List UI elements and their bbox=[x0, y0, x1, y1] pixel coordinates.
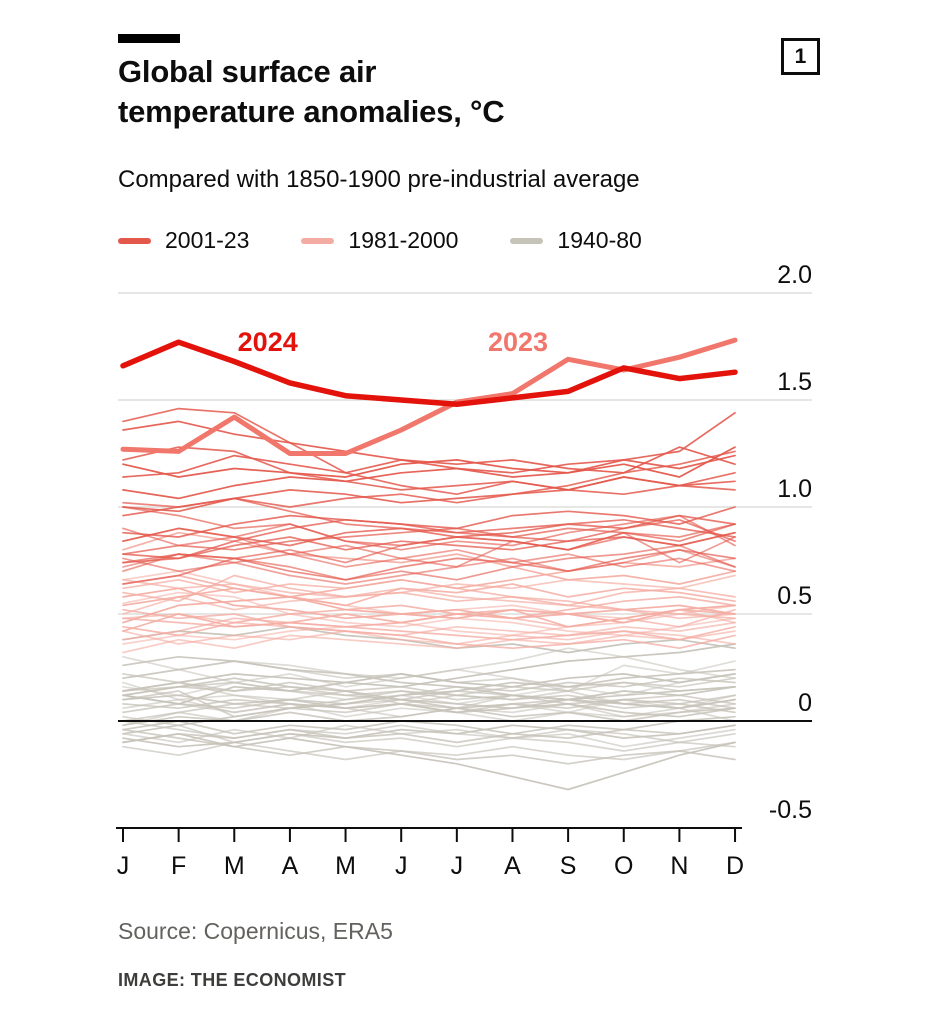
y-tick-label: 2.0 bbox=[777, 261, 812, 289]
series-line-2001-23 bbox=[122, 548, 736, 585]
series-line-1981-2000 bbox=[122, 617, 736, 641]
title-line-2: temperature anomalies, °C bbox=[118, 94, 505, 130]
series-line-1940-80 bbox=[122, 668, 736, 735]
series-line-2001-23 bbox=[122, 518, 736, 560]
highlight-line-2024 bbox=[120, 339, 738, 408]
series-line-1940-80 bbox=[122, 724, 736, 744]
series-line-1940-80 bbox=[122, 673, 736, 692]
line-label-2024: 2024 bbox=[238, 327, 298, 357]
series-line-1981-2000 bbox=[122, 608, 736, 632]
series-line-2001-23 bbox=[122, 454, 736, 500]
series-line-2001-23 bbox=[122, 476, 736, 513]
x-tick-label: O bbox=[614, 852, 633, 880]
y-tick-label: 0.5 bbox=[777, 582, 812, 610]
series-line-2001-23 bbox=[122, 514, 736, 547]
series-line-1940-80 bbox=[122, 715, 736, 735]
series-line-2001-23 bbox=[122, 514, 736, 551]
y-tick-label: 0 bbox=[798, 689, 812, 717]
x-tick-label: J bbox=[117, 852, 130, 880]
series-line-1981-2000 bbox=[122, 608, 736, 650]
x-tick-label: J bbox=[395, 852, 408, 880]
x-tick-label: M bbox=[224, 852, 245, 880]
series-line-1940-80 bbox=[122, 647, 736, 680]
series-line-1940-80 bbox=[122, 625, 736, 654]
x-tick-label: S bbox=[560, 852, 577, 880]
series-line-1940-80 bbox=[122, 655, 736, 710]
legend-swatch-2001-23 bbox=[118, 237, 151, 244]
series-line-2001-23 bbox=[122, 446, 736, 478]
series-line-1940-80 bbox=[122, 690, 736, 718]
series-line-1981-2000 bbox=[122, 574, 736, 607]
series-line-1940-80 bbox=[122, 732, 736, 791]
line-label-2023: 2023 bbox=[488, 327, 548, 357]
series-line-2001-23 bbox=[122, 407, 736, 496]
x-tick-label: A bbox=[282, 852, 299, 880]
legend-swatch-1981-2000 bbox=[301, 237, 335, 244]
series-line-1981-2000 bbox=[122, 557, 736, 607]
x-tick-label: N bbox=[670, 852, 688, 880]
economist-tag-bar bbox=[118, 34, 180, 43]
series-line-1981-2000 bbox=[122, 630, 736, 654]
legend-label-1940-80: 1940-80 bbox=[557, 227, 642, 253]
x-tick-label: F bbox=[171, 852, 186, 880]
y-tick-label: 1.0 bbox=[777, 475, 812, 503]
credit-text: IMAGE: THE ECONOMIST bbox=[118, 970, 346, 990]
page-title: Global surface air temperature anomalies… bbox=[118, 52, 505, 133]
series-line-1940-80 bbox=[122, 694, 736, 718]
series-line-1981-2000 bbox=[122, 574, 736, 615]
series-line-1940-80 bbox=[122, 715, 736, 752]
x-tick-label: D bbox=[726, 852, 744, 880]
chart-legend: 2001-23 1981-2000 1940-80 bbox=[118, 227, 642, 254]
series-line-1940-80 bbox=[122, 643, 736, 705]
series-line-1940-80 bbox=[122, 724, 736, 748]
x-tick-label: A bbox=[504, 852, 521, 880]
series-line-1981-2000 bbox=[122, 596, 736, 624]
source-text: Source: Copernicus, ERA5 bbox=[118, 918, 393, 944]
legend-swatch-1940-80 bbox=[510, 237, 544, 244]
series-line-1981-2000 bbox=[122, 531, 736, 585]
legend-item-1981-2000: 1981-2000 bbox=[301, 227, 458, 254]
series-line-2001-23 bbox=[122, 411, 736, 478]
legend-item-1940-80: 1940-80 bbox=[510, 227, 642, 254]
x-tick-label: M bbox=[335, 852, 356, 880]
series-line-2001-23 bbox=[122, 531, 736, 564]
series-line-1940-80 bbox=[122, 677, 736, 710]
y-tick-label: -0.5 bbox=[769, 796, 812, 824]
series-line-1940-80 bbox=[122, 681, 736, 705]
series-line-2001-23 bbox=[122, 506, 736, 538]
panel-number: 1 bbox=[794, 44, 807, 68]
legend-label-2001-23: 2001-23 bbox=[165, 227, 250, 253]
temperature-anomalies-chart: 2023 2024 2.0 1.5 1.0 0.5 0 -0.5 J F M A M J J A S O N D bbox=[116, 261, 812, 880]
series-line-1981-2000 bbox=[122, 591, 736, 637]
panel-number-box: 1 bbox=[781, 38, 820, 75]
chart-subtitle: Compared with 1850-1900 pre-industrial a… bbox=[118, 166, 640, 193]
series-line-1940-80 bbox=[122, 677, 736, 714]
title-line-1: Global surface air bbox=[118, 54, 377, 89]
x-tick-label: J bbox=[451, 852, 464, 880]
legend-item-2001-23: 2001-23 bbox=[118, 227, 249, 254]
series-line-1981-2000 bbox=[122, 574, 736, 607]
series-line-1940-80 bbox=[122, 741, 736, 761]
legend-label-1981-2000: 1981-2000 bbox=[348, 227, 459, 253]
y-tick-label: 1.5 bbox=[777, 368, 812, 396]
